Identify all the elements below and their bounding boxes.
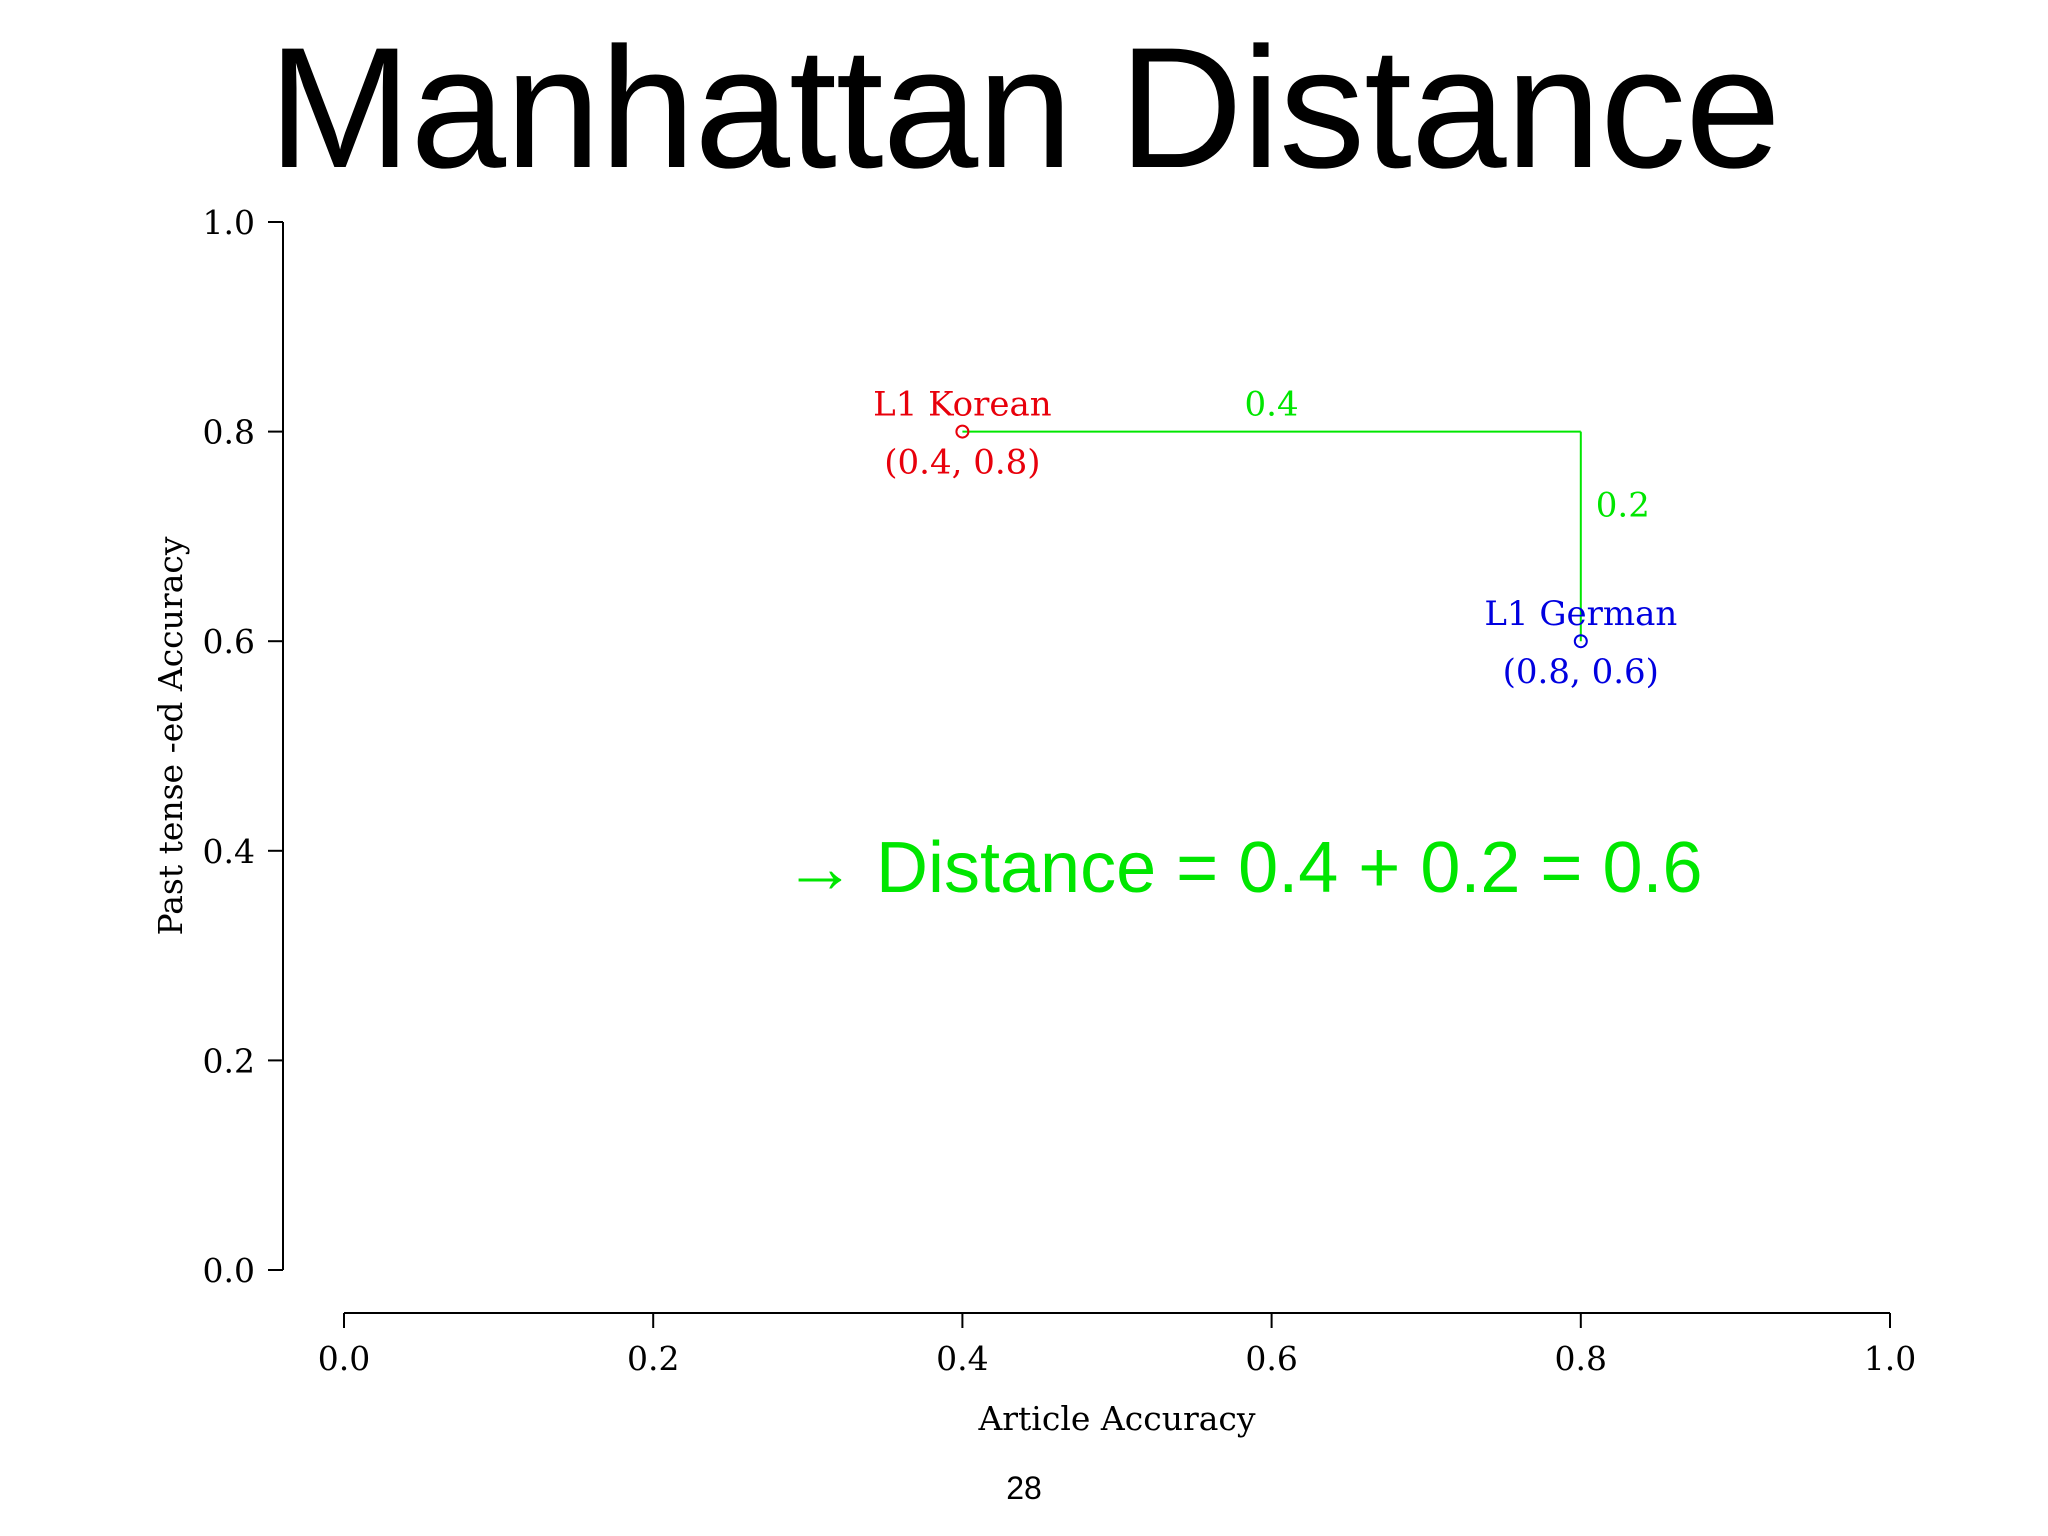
x-axis: 0.0 0.2 0.4 0.6 0.8 1.0 Article Accuracy (318, 1312, 1916, 1438)
segment-length-label: 0.2 (1596, 485, 1650, 525)
x-tick-label: 0.6 (1245, 1339, 1297, 1378)
x-tick-label: 1.0 (1864, 1339, 1916, 1378)
data-point-coordinates: (0.4, 0.8) (884, 443, 1040, 483)
x-tick-label: 0.8 (1555, 1339, 1607, 1378)
data-point-marker (955, 424, 970, 439)
y-tick-label: 0.4 (203, 832, 255, 871)
distance-formula: → Distance = 0.4 + 0.2 = 0.6 (784, 828, 1703, 908)
y-tick-label: 0.0 (203, 1251, 255, 1290)
data-point-marker (1573, 634, 1588, 649)
distance-segments: 0.4 0.2 (962, 385, 1650, 642)
data-point-name: L1 German (1484, 594, 1677, 634)
data-points: L1 Korean (0.4, 0.8) L1 German (0.8, 0.6) (873, 385, 1677, 693)
y-tick-label: 0.8 (203, 413, 255, 452)
x-tick-label: 0.2 (627, 1339, 679, 1378)
y-tick-label: 0.6 (203, 622, 255, 661)
slide-title: Manhattan Distance (268, 12, 1781, 204)
data-point-name: L1 Korean (873, 385, 1052, 425)
x-ticks: 0.0 0.2 0.4 0.6 0.8 1.0 (318, 1313, 1916, 1378)
page-number: 28 (1006, 1470, 1042, 1506)
y-tick-label: 0.2 (203, 1041, 255, 1080)
x-tick-label: 0.0 (318, 1339, 370, 1378)
segment-length-label: 0.4 (1245, 385, 1299, 425)
x-axis-label: Article Accuracy (977, 1399, 1255, 1438)
data-point-coordinates: (0.8, 0.6) (1503, 652, 1659, 692)
y-axis-label: Past tense -ed Accuracy (151, 536, 190, 935)
y-ticks: 0.0 0.2 0.4 0.6 0.8 1.0 (203, 203, 283, 1290)
y-tick-label: 1.0 (203, 203, 255, 242)
y-axis: 0.0 0.2 0.4 0.6 0.8 1.0 Past tense -ed Accura… (151, 203, 284, 1290)
x-tick-label: 0.4 (936, 1339, 988, 1378)
